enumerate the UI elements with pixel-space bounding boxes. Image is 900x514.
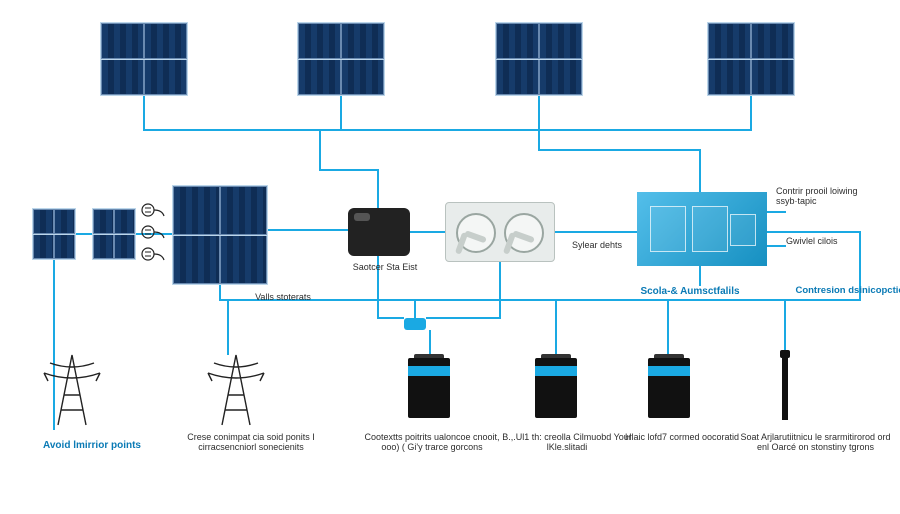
hvac-unit <box>445 202 555 262</box>
center-panel <box>172 185 268 285</box>
battery-1 <box>535 358 577 418</box>
inverter <box>348 208 410 256</box>
left-small-panel-0 <box>32 208 76 260</box>
diagram-stage: { "canvas": { "width": 900, "height": 51… <box>0 0 900 514</box>
hvac-fan-0 <box>456 213 496 253</box>
left-small-panel-1 <box>92 208 136 260</box>
junction-box <box>404 318 426 330</box>
top-panel-1 <box>297 22 385 96</box>
hvac-fan-1 <box>504 213 544 253</box>
plug-icon-1 <box>142 226 164 238</box>
plug-icon-0 <box>142 204 164 216</box>
control-sub-2 <box>730 214 756 246</box>
top-panel-3 <box>707 22 795 96</box>
antenna <box>782 358 788 420</box>
battery-0 <box>408 358 450 418</box>
plug-icon-2 <box>142 248 164 260</box>
battery-2 <box>648 358 690 418</box>
top-panel-0 <box>100 22 188 96</box>
top-panel-2 <box>495 22 583 96</box>
control-sub-0 <box>650 206 686 252</box>
control-block <box>637 192 767 266</box>
control-sub-1 <box>692 206 728 252</box>
